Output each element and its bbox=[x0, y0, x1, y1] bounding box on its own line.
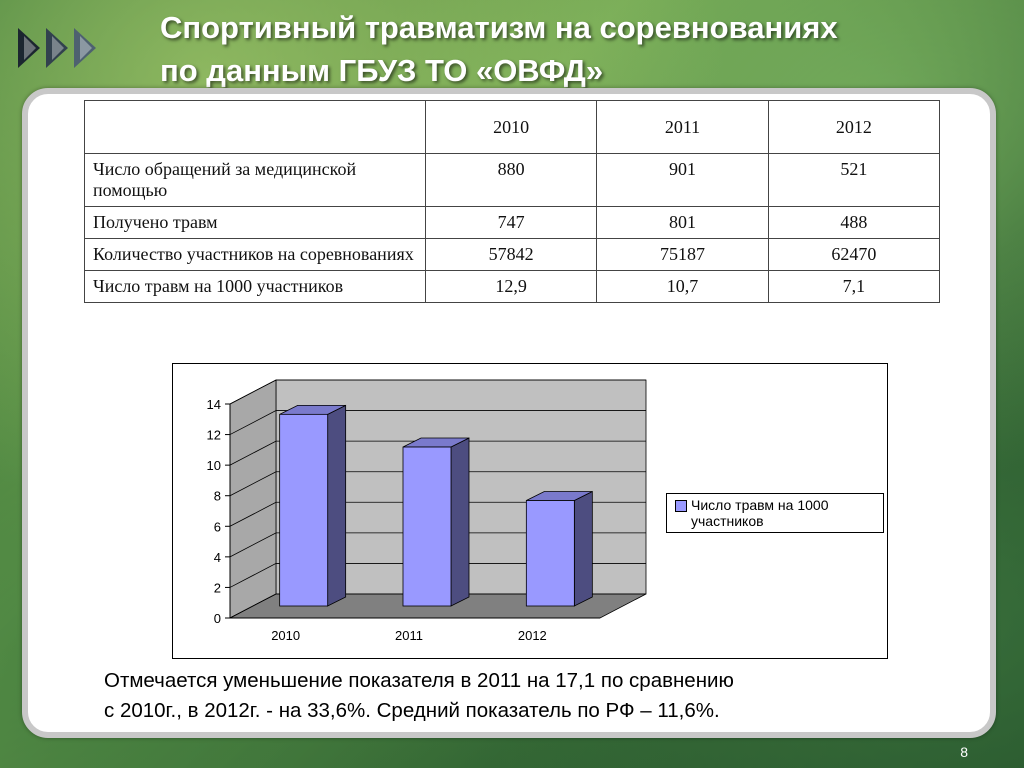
table-row: Количество участников на соревнованиях 5… bbox=[84, 238, 941, 271]
row-label: Число обращений за медицинской помощью bbox=[84, 153, 426, 207]
gridline bbox=[229, 440, 646, 466]
y-tick-label: 6 bbox=[214, 519, 221, 534]
note-line-1: Отмечается уменьшение показателя в 2011 … bbox=[104, 669, 734, 692]
gridline bbox=[229, 563, 646, 588]
bar bbox=[279, 413, 329, 607]
cell-value: 880 bbox=[424, 153, 598, 207]
row-label: Получено травм bbox=[84, 206, 426, 239]
table-header-row: 2010 2011 2012 bbox=[84, 100, 941, 154]
bar bbox=[525, 500, 575, 607]
row-label: Количество участников на соревнованиях bbox=[84, 238, 426, 271]
cell-value: 57842 bbox=[424, 238, 598, 271]
header-empty bbox=[84, 100, 426, 154]
table-row: Число травм на 1000 участников 12,9 10,7… bbox=[84, 270, 941, 303]
cell-value: 10,7 bbox=[596, 270, 769, 303]
x-tick-label: 2012 bbox=[518, 628, 547, 643]
arrow-icon bbox=[18, 28, 40, 68]
bar-side bbox=[450, 437, 470, 607]
arrow-icon bbox=[46, 28, 68, 68]
gridline bbox=[229, 532, 646, 558]
cell-value: 75187 bbox=[596, 238, 769, 271]
gridline bbox=[229, 471, 646, 497]
gridline bbox=[229, 501, 646, 527]
gridline bbox=[229, 593, 646, 619]
y-tick-label: 2 bbox=[214, 580, 221, 595]
slide-title: Спортивный травматизм на соревнованиях п… bbox=[160, 6, 838, 92]
cell-value: 901 bbox=[596, 153, 769, 207]
gridline bbox=[229, 410, 646, 435]
chart-legend: Число травм на 1000 участников bbox=[666, 493, 884, 533]
bar-chart: 0 2 4 6 8 10 12 14 2010 2011 2012 bbox=[207, 379, 647, 643]
table-row: Получено травм 747 801 488 bbox=[84, 206, 941, 239]
header-2010: 2010 bbox=[424, 100, 598, 154]
cell-value: 62470 bbox=[767, 238, 941, 271]
title-line-2: по данным ГБУЗ ТО «ОВФД» bbox=[160, 53, 604, 88]
cell-value: 488 bbox=[767, 206, 941, 239]
cell-value: 801 bbox=[596, 206, 769, 239]
x-tick-label: 2010 bbox=[271, 628, 300, 643]
summary-note: Отмечается уменьшение показателя в 2011 … bbox=[104, 666, 924, 726]
y-tick-label: 8 bbox=[214, 489, 221, 504]
stats-table: 2010 2011 2012 Число обращений за медици… bbox=[84, 100, 941, 303]
cell-value: 7,1 bbox=[767, 270, 941, 303]
cell-value: 521 bbox=[767, 153, 941, 207]
x-tick-label: 2011 bbox=[395, 628, 423, 643]
table-row: Число обращений за медицинской помощью 8… bbox=[84, 153, 941, 207]
y-tick-label: 14 bbox=[207, 397, 221, 412]
y-tick-label: 10 bbox=[207, 458, 221, 473]
bar-side bbox=[573, 490, 593, 607]
row-label: Число травм на 1000 участников bbox=[84, 270, 426, 303]
y-tick-label: 0 bbox=[214, 611, 221, 626]
gridline bbox=[229, 379, 646, 405]
chart-frame: 0 2 4 6 8 10 12 14 2010 2011 2012 bbox=[172, 363, 888, 659]
arrow-icon bbox=[74, 28, 96, 68]
bar bbox=[402, 446, 452, 607]
legend-swatch bbox=[675, 500, 687, 512]
y-tick-label: 4 bbox=[214, 550, 221, 565]
cell-value: 747 bbox=[424, 206, 598, 239]
header-2012: 2012 bbox=[767, 100, 941, 154]
title-line-1: Спортивный травматизм на соревнованиях bbox=[160, 10, 838, 45]
bar-side bbox=[327, 404, 347, 607]
header-2011: 2011 bbox=[596, 100, 769, 154]
nav-arrows bbox=[18, 28, 102, 68]
cell-value: 12,9 bbox=[424, 270, 598, 303]
note-line-2: с 2010г., в 2012г. - на 33,6%. Средний п… bbox=[104, 699, 720, 722]
chart-side-wall bbox=[229, 379, 277, 619]
legend-label: Число травм на 1000 участников bbox=[691, 497, 829, 529]
page-number: 8 bbox=[960, 744, 968, 760]
y-tick-label: 12 bbox=[207, 428, 221, 443]
